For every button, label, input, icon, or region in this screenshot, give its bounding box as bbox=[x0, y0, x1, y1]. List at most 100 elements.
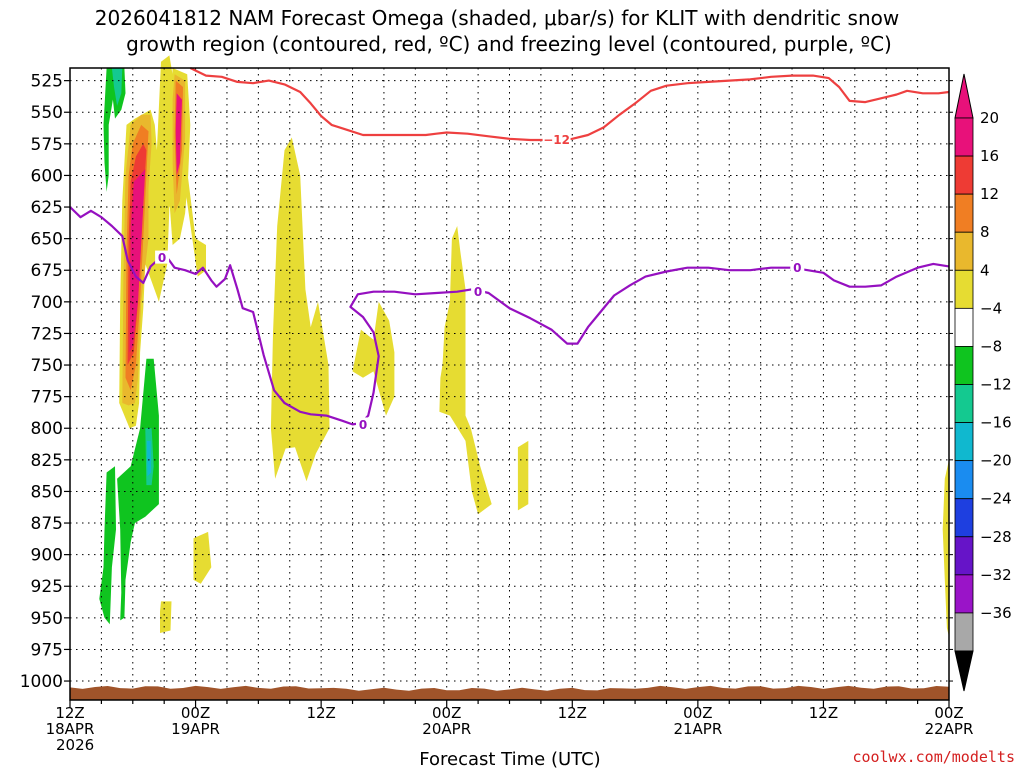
x-tick-label-0-1: 18APR bbox=[46, 720, 95, 738]
colorbar-segment-13 bbox=[954, 612, 974, 652]
colorbar-segment-0 bbox=[954, 117, 974, 157]
colorbar-label-1: 16 bbox=[980, 147, 999, 165]
x-tick-label-7-1: 22APR bbox=[925, 720, 974, 738]
omega-region-11 bbox=[439, 226, 492, 515]
colorbar-segment-12 bbox=[954, 574, 974, 614]
x-tick-label-0-0: 12Z bbox=[55, 704, 84, 722]
omega-region-4 bbox=[129, 169, 146, 353]
omega-region-18 bbox=[117, 358, 159, 621]
terrain-ground-band bbox=[70, 685, 949, 700]
x-tick-label-5-1: 21APR bbox=[673, 720, 722, 738]
x-tick-label-6-0: 12Z bbox=[809, 704, 838, 722]
x-tick-label-7-0: 00Z bbox=[934, 704, 963, 722]
x-tick-label-1-0: 00Z bbox=[181, 704, 210, 722]
omega-shading bbox=[99, 55, 949, 637]
colorbar-segment-4 bbox=[954, 269, 974, 309]
colorbar-segment-11 bbox=[954, 536, 974, 576]
dotted-grid bbox=[70, 68, 949, 700]
freezing-level-contour bbox=[69, 206, 950, 426]
x-tick-label-5-0: 00Z bbox=[683, 704, 712, 722]
y-tick-label-775: 775 bbox=[31, 388, 63, 408]
y-tick-label-575: 575 bbox=[31, 135, 63, 155]
omega-region-16 bbox=[103, 68, 126, 192]
dgz-minus12-contour bbox=[189, 67, 950, 142]
y-tick-label-950: 950 bbox=[31, 609, 63, 629]
colorbar: 20 16 12 8 4 −4 −8 −12 −16 −20 −24 −28 −32 −36 bbox=[954, 73, 1012, 692]
colorbar-label-8: −16 bbox=[980, 414, 1012, 432]
colorbar-label-9: −20 bbox=[980, 452, 1012, 470]
freezing-contour-label-3-bg bbox=[790, 260, 805, 274]
omega-region-8 bbox=[175, 93, 182, 176]
colorbar-bottom-triangle bbox=[954, 650, 974, 692]
x-tick-label-4-0: 12Z bbox=[558, 704, 587, 722]
colorbar-label-13: −36 bbox=[980, 604, 1012, 622]
freezing-contour-label-3: 0 bbox=[793, 261, 801, 275]
x-tick-label-3-1: 20APR bbox=[422, 720, 471, 738]
colorbar-label-2: 12 bbox=[980, 185, 999, 203]
colorbar-segment-8 bbox=[954, 422, 974, 462]
colorbar-segment-10 bbox=[954, 498, 974, 538]
omega-region-17 bbox=[111, 68, 123, 106]
colorbar-segment-9 bbox=[954, 460, 974, 500]
y-tick-label-600: 600 bbox=[31, 166, 63, 186]
plot-frame bbox=[69, 67, 950, 701]
colorbar-label-6: −8 bbox=[980, 337, 1002, 355]
y-tick-label-725: 725 bbox=[31, 324, 63, 344]
x-axis-label: Forecast Time (UTC) bbox=[419, 749, 600, 768]
x-tick-label-2-0: 12Z bbox=[306, 704, 335, 722]
freezing-contour-label-0: 0 bbox=[158, 251, 166, 265]
colorbar-label-12: −32 bbox=[980, 566, 1012, 584]
chart-title-line-1: 2026041812 NAM Forecast Omega (shaded, μ… bbox=[95, 6, 899, 30]
colorbar-label-5: −4 bbox=[980, 299, 1002, 317]
credit-text: coolwx.com/modelts bbox=[852, 748, 1015, 766]
y-tick-label-1000: 1000 bbox=[20, 672, 63, 692]
omega-region-12 bbox=[517, 440, 529, 511]
dgz-label-bg bbox=[542, 132, 571, 146]
freezing-contour-label-2: 0 bbox=[474, 285, 482, 299]
y-tick-label-875: 875 bbox=[31, 514, 63, 534]
colorbar-segment-3 bbox=[954, 231, 974, 271]
y-tick-label-825: 825 bbox=[31, 451, 63, 471]
freezing-contour-label-2-bg bbox=[471, 284, 486, 298]
colorbar-segment-7 bbox=[954, 384, 974, 423]
colorbar-label-10: −24 bbox=[980, 490, 1012, 508]
y-tick-label-800: 800 bbox=[31, 419, 63, 439]
colorbar-label-0: 20 bbox=[980, 109, 999, 127]
omega-region-15 bbox=[942, 459, 949, 637]
y-tick-label-525: 525 bbox=[31, 72, 63, 92]
omega-region-9 bbox=[270, 137, 330, 482]
omega-region-10 bbox=[352, 301, 395, 416]
y-tick-label-850: 850 bbox=[31, 482, 63, 502]
dgz-contour-label: −12 bbox=[543, 133, 570, 147]
chart-title-line-2: growth region (contoured, red, ºC) and f… bbox=[126, 32, 892, 56]
freezing-contour-label-1: 0 bbox=[359, 418, 367, 432]
y-tick-label-975: 975 bbox=[31, 640, 63, 660]
omega-region-20 bbox=[146, 440, 152, 477]
omega-region-13 bbox=[193, 531, 212, 584]
x-tick-label-0-2: 2026 bbox=[56, 736, 94, 754]
colorbar-segment-2 bbox=[954, 193, 974, 233]
omega-region-14 bbox=[160, 601, 172, 633]
colorbar-segment-5 bbox=[954, 307, 974, 347]
omega-region-21 bbox=[99, 466, 116, 625]
colorbar-label-7: −12 bbox=[980, 376, 1012, 394]
y-tick-label-700: 700 bbox=[31, 293, 63, 313]
colorbar-segment-1 bbox=[954, 155, 974, 195]
y-tick-label-550: 550 bbox=[31, 103, 63, 123]
x-tick-label-1-1: 19APR bbox=[171, 720, 220, 738]
colorbar-label-4: 4 bbox=[980, 261, 990, 279]
colorbar-label-11: −28 bbox=[980, 528, 1012, 546]
contour-lines: −12 0 0 0 0 bbox=[69, 67, 950, 432]
colorbar-label-3: 8 bbox=[980, 223, 990, 241]
x-tick-label-3-0: 00Z bbox=[432, 704, 461, 722]
y-tick-label-750: 750 bbox=[31, 356, 63, 376]
freezing-contour-label-0-bg bbox=[155, 250, 170, 264]
y-tick-label-650: 650 bbox=[31, 230, 63, 250]
y-axis-ticks: 525 550 575 600 625 650 675 700 725 750 775 800 825 8… bbox=[20, 72, 953, 692]
colorbar-top-triangle bbox=[954, 73, 974, 119]
y-tick-label-900: 900 bbox=[31, 546, 63, 566]
freezing-contour-label-1-bg bbox=[356, 417, 370, 431]
y-tick-label-925: 925 bbox=[31, 577, 63, 597]
